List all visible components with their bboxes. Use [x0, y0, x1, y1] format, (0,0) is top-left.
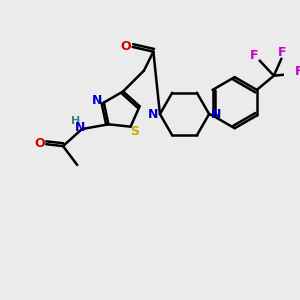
Text: N: N	[211, 107, 221, 121]
Text: F: F	[250, 49, 258, 62]
Text: H: H	[71, 116, 80, 127]
Text: N: N	[92, 94, 102, 107]
Text: O: O	[34, 137, 45, 150]
Text: N: N	[75, 121, 85, 134]
Text: N: N	[148, 107, 158, 121]
Text: F: F	[295, 65, 300, 78]
Text: O: O	[121, 40, 131, 52]
Text: F: F	[278, 46, 286, 59]
Text: S: S	[130, 125, 139, 138]
